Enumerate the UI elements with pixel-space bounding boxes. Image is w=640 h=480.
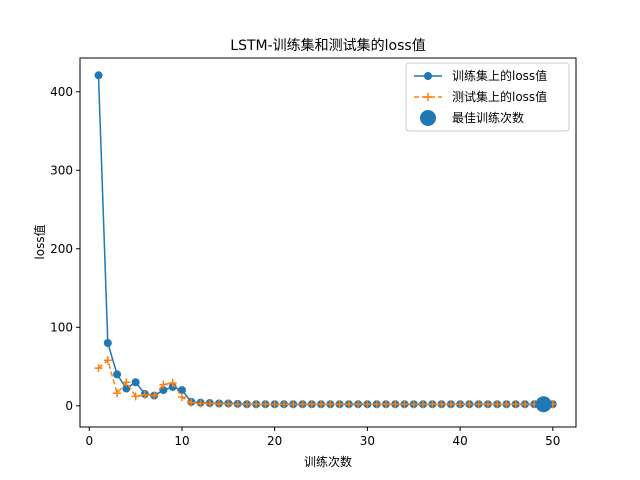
series-1-point-44 — [502, 400, 511, 409]
legend: 训练集上的loss值 测试集上的loss值 最佳训练次数 — [405, 62, 570, 132]
x-tick-label-3: 30 — [360, 434, 375, 448]
series-1-point-16 — [242, 400, 251, 409]
series-1-point-36 — [428, 400, 437, 409]
series-0-point-1 — [103, 338, 112, 347]
legend-label-best: 最佳训练次数 — [452, 110, 524, 125]
plot-area — [94, 71, 557, 413]
x-tick-label-0: 0 — [85, 434, 93, 448]
series-1-point-3 — [122, 378, 131, 387]
series-1-point-31 — [381, 400, 390, 409]
series-1-point-19 — [270, 400, 279, 409]
best-point-marker — [535, 396, 552, 413]
series-1-point-46 — [521, 400, 530, 409]
series-1-point-27 — [344, 400, 353, 409]
series-1-point-28 — [354, 400, 363, 409]
series-1-point-9 — [177, 393, 186, 402]
legend-box — [405, 62, 570, 132]
series-0-point-2 — [113, 370, 122, 379]
x-tick-label-1: 10 — [174, 434, 189, 448]
y-tick-label-2: 200 — [50, 242, 73, 256]
series-1-point-12 — [205, 399, 214, 408]
series-1-point-21 — [289, 400, 298, 409]
legend-marker-best — [420, 110, 436, 126]
chart-title: LSTM-训练集和测试集的loss值 — [230, 37, 425, 54]
series-1-point-33 — [400, 400, 409, 409]
legend-marker-test — [424, 93, 432, 101]
series-1-point-1 — [103, 356, 112, 365]
series-1-point-0 — [94, 364, 103, 373]
series-1-point-24 — [317, 400, 326, 409]
axes: 0 10 20 30 40 50 0 100 200 300 400 — [50, 85, 560, 448]
series-1-point-34 — [409, 400, 418, 409]
x-tick-label-4: 40 — [452, 434, 467, 448]
y-tick-label-4: 400 — [50, 85, 73, 99]
axes-frame — [79, 57, 577, 428]
series-1-point-2 — [113, 389, 122, 398]
series-1-point-37 — [437, 400, 446, 409]
legend-label-test: 测试集上的loss值 — [452, 89, 547, 104]
series-1-point-43 — [493, 400, 502, 409]
y-tick-label-1: 100 — [50, 320, 73, 334]
legend-label-train: 训练集上的loss值 — [452, 68, 547, 83]
series-1-point-23 — [307, 400, 316, 409]
y-tick-label-3: 300 — [50, 163, 73, 177]
series-1-point-41 — [474, 400, 483, 409]
series-1-point-32 — [391, 400, 400, 409]
x-tick-label-5: 50 — [545, 434, 560, 448]
series-1-point-10 — [187, 398, 196, 407]
series-1-point-18 — [261, 400, 270, 409]
series-1-point-42 — [483, 400, 492, 409]
series-1-point-17 — [252, 400, 261, 409]
series-1-point-38 — [446, 400, 455, 409]
series-1-point-22 — [298, 400, 307, 409]
series-1-point-39 — [456, 400, 465, 409]
series-1-point-13 — [215, 399, 224, 408]
series-1-point-40 — [465, 400, 474, 409]
series-1-point-8 — [168, 379, 177, 388]
y-axis-label: loss值 — [32, 224, 47, 259]
series-1-point-6 — [150, 391, 159, 400]
x-axis-label: 训练次数 — [304, 454, 352, 469]
series-1-point-14 — [224, 399, 233, 408]
series-1-point-35 — [419, 400, 428, 409]
legend-marker-train — [424, 72, 432, 80]
series-1-point-5 — [140, 390, 149, 399]
series-1-point-15 — [233, 400, 242, 409]
series-1-point-30 — [372, 400, 381, 409]
series-1-point-25 — [326, 400, 335, 409]
series-0-point-9 — [177, 386, 186, 395]
series-1-point-7 — [159, 380, 168, 389]
series-1-point-4 — [131, 392, 140, 401]
series-0-point-0 — [94, 71, 103, 80]
y-tick-label-0: 0 — [65, 399, 73, 413]
series-1-point-29 — [363, 400, 372, 409]
series-1-point-26 — [335, 400, 344, 409]
series-0-point-4 — [131, 378, 140, 387]
x-tick-label-2: 20 — [267, 434, 282, 448]
series-1-point-11 — [196, 399, 205, 408]
series-1-point-45 — [511, 400, 520, 409]
series-1-point-20 — [279, 400, 288, 409]
